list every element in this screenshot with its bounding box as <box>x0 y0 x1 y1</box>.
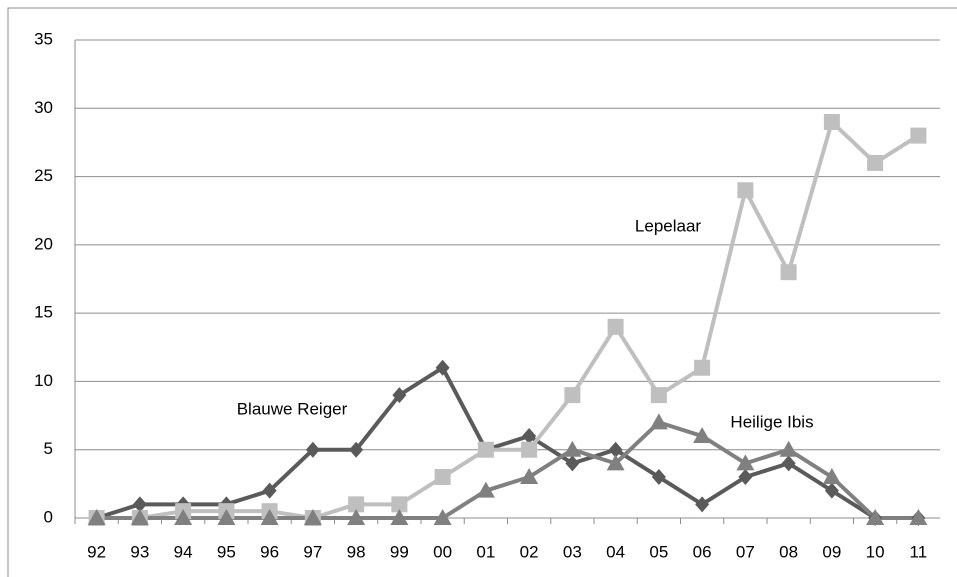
marker <box>521 441 538 458</box>
marker <box>607 318 624 335</box>
x-tick-label: 09 <box>822 542 841 561</box>
y-tick-label: 5 <box>44 439 53 458</box>
marker <box>910 127 927 144</box>
x-tick-label: 97 <box>303 542 322 561</box>
marker <box>736 454 755 471</box>
marker <box>391 496 408 513</box>
x-tick-label: 93 <box>130 542 149 561</box>
x-tick-label: 98 <box>347 542 366 561</box>
marker <box>348 496 365 513</box>
y-tick-label: 10 <box>34 371 53 390</box>
x-tick-label: 92 <box>87 542 106 561</box>
marker <box>563 440 582 457</box>
marker <box>649 413 668 430</box>
x-tick-label: 01 <box>476 542 495 561</box>
marker <box>476 481 495 498</box>
marker <box>260 509 279 525</box>
x-tick-label: 95 <box>217 542 236 561</box>
marker <box>780 264 797 281</box>
marker <box>433 509 452 525</box>
marker <box>650 387 667 404</box>
marker <box>130 509 149 525</box>
marker <box>866 509 885 525</box>
x-tick-label: 11 <box>910 542 928 561</box>
marker <box>737 182 754 199</box>
marker <box>262 482 277 499</box>
x-tick-label: 06 <box>693 542 712 561</box>
marker <box>305 441 320 458</box>
series-label: Blauwe Reiger <box>237 399 348 418</box>
x-tick-label: 94 <box>174 542 193 561</box>
marker <box>823 113 840 130</box>
marker <box>477 441 494 458</box>
marker <box>349 441 364 458</box>
x-tick-label: 00 <box>433 542 452 561</box>
marker <box>824 482 839 499</box>
x-tick-label: 99 <box>390 542 409 561</box>
y-tick-label: 30 <box>34 98 53 117</box>
x-tick-label: 07 <box>736 542 755 561</box>
marker <box>347 509 366 525</box>
marker <box>867 154 884 171</box>
y-tick-label: 20 <box>34 234 53 253</box>
series-label: Heilige Ibis <box>730 412 813 431</box>
marker <box>564 387 581 404</box>
marker <box>522 428 537 445</box>
series-line <box>96 365 919 520</box>
marker <box>390 509 409 525</box>
x-tick-label: 96 <box>260 542 279 561</box>
marker <box>779 440 798 457</box>
marker <box>392 387 407 404</box>
marker <box>132 496 147 513</box>
marker <box>435 359 450 376</box>
marker <box>565 455 580 472</box>
marker <box>651 469 666 486</box>
marker <box>738 469 753 486</box>
x-tick-label: 03 <box>563 542 582 561</box>
marker <box>303 509 322 525</box>
x-tick-label: 04 <box>606 542 625 561</box>
marker <box>434 469 451 486</box>
marker <box>217 509 236 525</box>
marker <box>693 427 712 444</box>
y-tick-label: 15 <box>34 303 53 322</box>
y-tick-label: 35 <box>34 29 53 48</box>
marker <box>695 496 710 513</box>
marker <box>822 468 841 485</box>
marker <box>781 455 796 472</box>
y-tick-label: 0 <box>44 507 53 526</box>
x-tick-label: 08 <box>779 542 798 561</box>
marker <box>694 359 711 376</box>
marker <box>909 509 928 525</box>
chart-border <box>7 7 957 577</box>
x-tick-label: 05 <box>649 542 668 561</box>
y-tick-label: 25 <box>34 166 53 185</box>
series-label: Lepelaar <box>635 216 702 235</box>
marker <box>87 509 106 525</box>
series-line <box>96 119 920 520</box>
marker <box>606 454 625 471</box>
x-tick-label: 02 <box>520 542 539 561</box>
marker <box>174 509 193 525</box>
x-tick-label: 10 <box>866 542 885 561</box>
marker <box>520 468 539 485</box>
marker <box>608 441 623 458</box>
